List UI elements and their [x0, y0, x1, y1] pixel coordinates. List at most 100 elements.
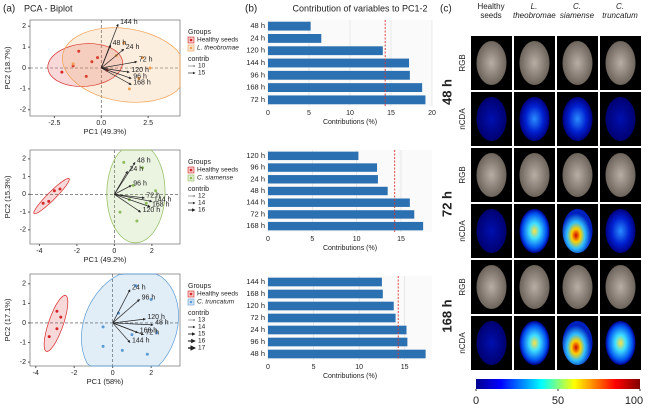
bar [268, 95, 426, 105]
x-tick-label: 5 [312, 364, 316, 371]
y-tick-label: -2 [20, 107, 26, 114]
seed-image [562, 97, 593, 141]
bar [268, 58, 410, 68]
bar [268, 46, 383, 56]
y-tick-label: 168 h [246, 289, 265, 298]
y-tick-label: 144 h [246, 198, 265, 207]
vector-label: 96 h [133, 73, 147, 80]
legend-marker [189, 168, 193, 172]
y-tick-label: 2 [22, 156, 26, 163]
seed-image [562, 153, 593, 197]
bar [268, 34, 322, 43]
y-tick-label: 72 h [250, 209, 265, 218]
bar [268, 70, 410, 80]
seed-image [476, 265, 507, 309]
seed-image [519, 153, 550, 197]
vector-label: 48 h [113, 40, 127, 47]
legend-title: contrib [188, 56, 209, 63]
vector [112, 317, 146, 324]
point [155, 331, 159, 335]
legend-label: L. theobromae [197, 45, 239, 52]
x-tick-label: 0 [266, 236, 270, 243]
ellipse [33, 178, 70, 215]
y-tick-label: -1 [20, 86, 26, 93]
y-tick-label: 72 h [250, 95, 265, 104]
legend-title: Groups [188, 29, 211, 36]
y-tick-label: 96 h [250, 163, 265, 172]
x-tick-label: 20 [428, 110, 436, 117]
point [141, 56, 144, 60]
vector [114, 193, 153, 203]
y-axis-label: PC2 (15.3%) [3, 175, 12, 218]
x-tick-label: 0.0 [96, 120, 106, 127]
vector [101, 67, 130, 74]
y-tick-label: -2 [20, 359, 26, 366]
bar [268, 151, 359, 161]
colorbar [476, 379, 640, 389]
x-tick-label: 15 [397, 236, 405, 243]
legend-label: 10 [198, 63, 206, 70]
panel-label: (c) [440, 4, 452, 15]
legend-label: 15 [198, 70, 206, 77]
y-tick-label: 24 h [250, 325, 265, 334]
seed-image [605, 265, 636, 309]
y-tick-label: 24 h [250, 33, 265, 42]
point [71, 64, 75, 68]
vector [112, 299, 140, 324]
point [60, 70, 64, 74]
vector [112, 322, 131, 343]
row-label: RGB [458, 54, 467, 71]
x-tick-label: 15 [401, 364, 409, 371]
group-label: 72 h [439, 191, 454, 217]
point [90, 60, 94, 64]
row-label: nCDA [458, 332, 467, 354]
vector-label: 168 h [140, 328, 158, 335]
y-tick-label: 168 h [246, 83, 265, 92]
bar [268, 289, 383, 299]
point [154, 189, 158, 193]
y-tick-label: 120 h [246, 151, 265, 160]
x-axis-label: Contributions (%) [323, 373, 377, 380]
point [134, 284, 138, 288]
column-header: C. truncatum [602, 2, 638, 20]
x-axis-label: Contributions (%) [323, 119, 377, 126]
point [55, 309, 59, 313]
vector [112, 289, 131, 324]
y-tick-label: 0 [22, 65, 26, 72]
legend-label: 14 [198, 200, 206, 207]
bar [268, 301, 394, 311]
panel-label: (b) [245, 4, 257, 15]
x-tick-label: -4 [33, 370, 39, 377]
x-tick-label: 2.5 [143, 120, 153, 127]
vector [114, 162, 136, 195]
x-axis-label: PC1 (49.2%) [84, 255, 127, 264]
vector-label: 48 h [137, 157, 151, 164]
legend-title: Groups [188, 283, 211, 290]
point [122, 160, 126, 164]
y-tick-label: -1 [20, 339, 26, 346]
legend-title: Groups [188, 159, 211, 166]
colorbar-tick-label: 50 [552, 395, 564, 407]
seed-image [605, 321, 636, 365]
vector-label: 96 h [142, 294, 156, 301]
ellipse [43, 295, 69, 352]
y-tick-label: 96 h [250, 70, 265, 79]
point [96, 56, 99, 60]
x-tick-label: 2 [149, 370, 153, 377]
column-header: L. theobromae [513, 2, 556, 20]
legend-marker [189, 38, 193, 42]
y-tick-label: 48 h [250, 349, 265, 358]
point [135, 219, 139, 223]
y-tick-label: 144 h [246, 277, 265, 286]
seed-image [519, 41, 550, 85]
point [52, 189, 56, 193]
vector-label: 72 h [146, 193, 160, 200]
ellipse [47, 43, 123, 87]
seed-image [476, 321, 507, 365]
x-tick-label: 5 [310, 236, 314, 243]
point [148, 66, 152, 70]
point [149, 297, 153, 301]
y-tick-label: 96 h [250, 337, 265, 346]
y-tick-label: 144 h [246, 58, 265, 67]
